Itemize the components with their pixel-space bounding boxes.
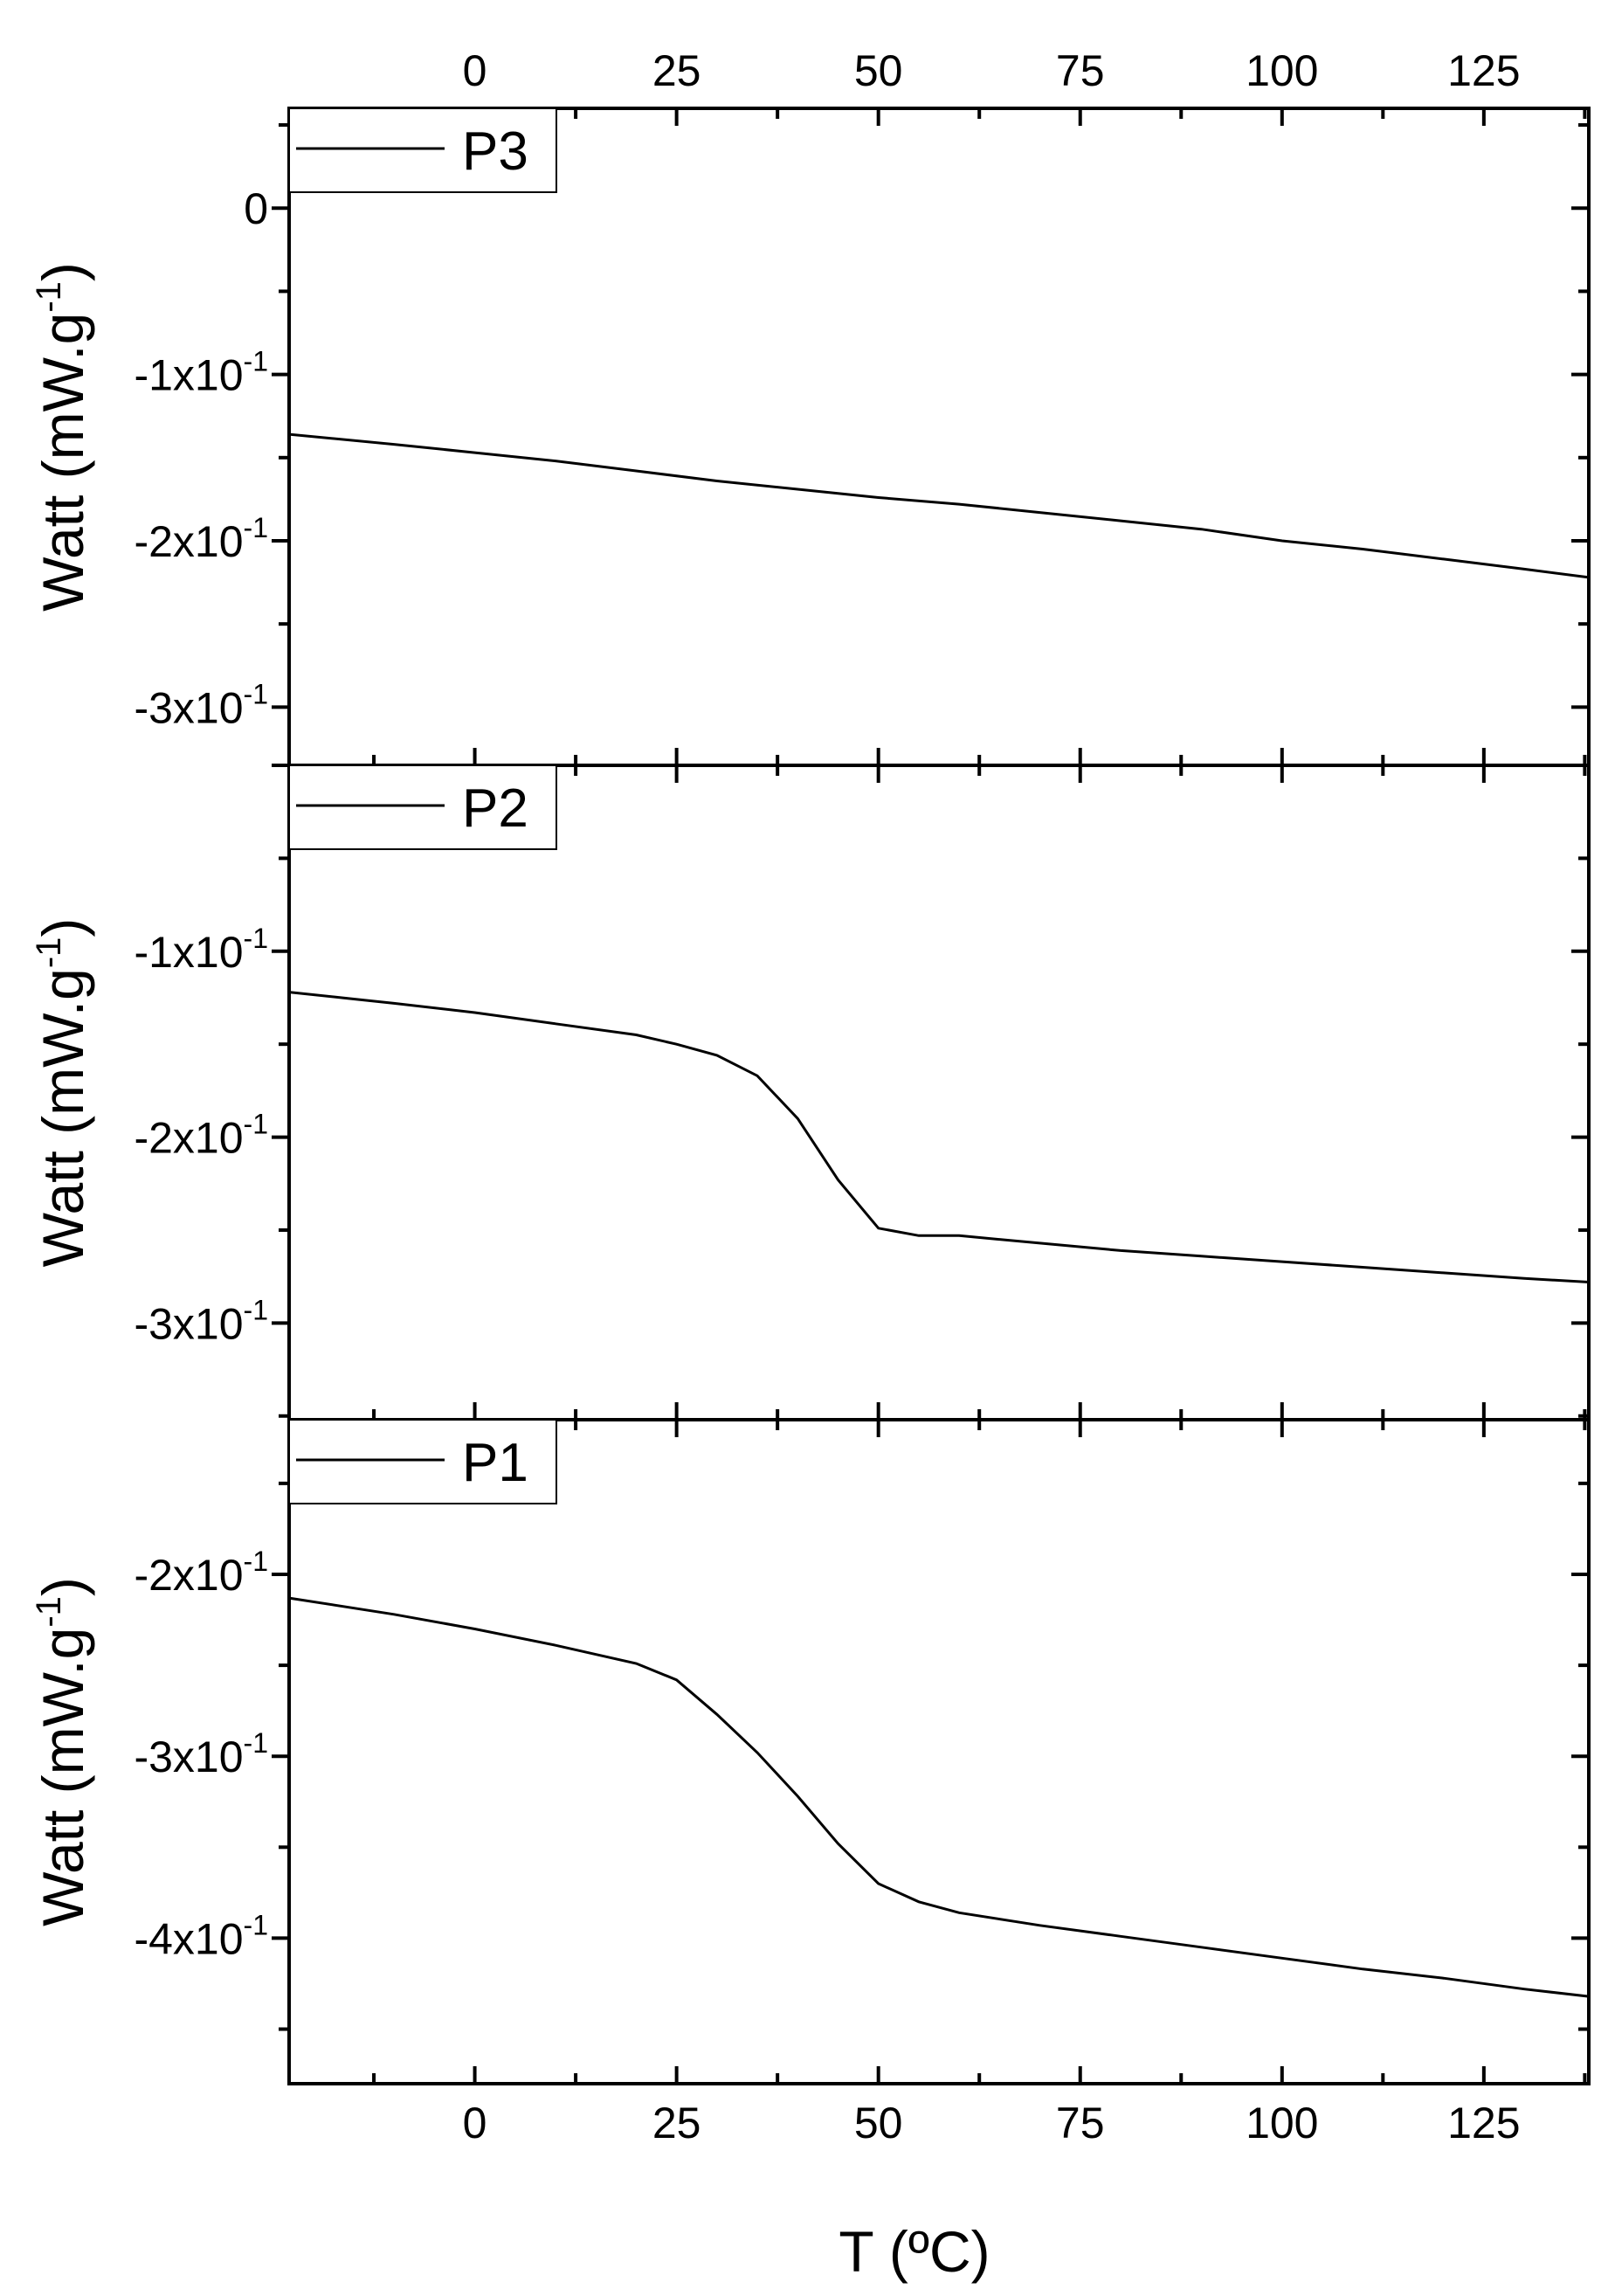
legend-box bbox=[288, 1419, 557, 1504]
x-tick-label-top: 50 bbox=[854, 46, 903, 95]
x-tick-label-top: 100 bbox=[1246, 46, 1318, 95]
legend-box bbox=[288, 107, 557, 193]
plot-frame bbox=[287, 1418, 1591, 2085]
x-tick-label-bottom: 75 bbox=[1056, 2099, 1105, 2147]
x-axis-title: T (ºC) bbox=[839, 2219, 990, 2284]
y-axis-title: Watt (mW.g-1) bbox=[30, 262, 95, 612]
series-line-P2 bbox=[288, 991, 1590, 1283]
legend-label: P3 bbox=[462, 121, 528, 182]
y-axis-title: Watt (mW.g-1) bbox=[30, 918, 95, 1268]
x-tick-label-top: 75 bbox=[1056, 46, 1105, 95]
x-tick-label-bottom: 25 bbox=[652, 2099, 701, 2147]
x-tick-label-top: 0 bbox=[463, 46, 487, 95]
y-tick-label: 0 bbox=[244, 184, 268, 233]
series-line-P1 bbox=[288, 1596, 1590, 1998]
legend-label: P1 bbox=[462, 1433, 528, 1493]
legend-box bbox=[288, 764, 557, 850]
x-tick-label-bottom: 100 bbox=[1246, 2099, 1318, 2147]
x-tick-label-top: 25 bbox=[652, 46, 701, 95]
series-line-P3 bbox=[288, 432, 1590, 579]
legend-label: P2 bbox=[462, 778, 528, 839]
x-tick-label-top: 125 bbox=[1447, 46, 1520, 95]
x-tick-label-bottom: 125 bbox=[1447, 2099, 1520, 2147]
x-tick-label-bottom: 0 bbox=[463, 2099, 487, 2147]
y-axis-title: Watt (mW.g-1) bbox=[30, 1577, 95, 1926]
x-tick-label-bottom: 50 bbox=[854, 2099, 903, 2147]
